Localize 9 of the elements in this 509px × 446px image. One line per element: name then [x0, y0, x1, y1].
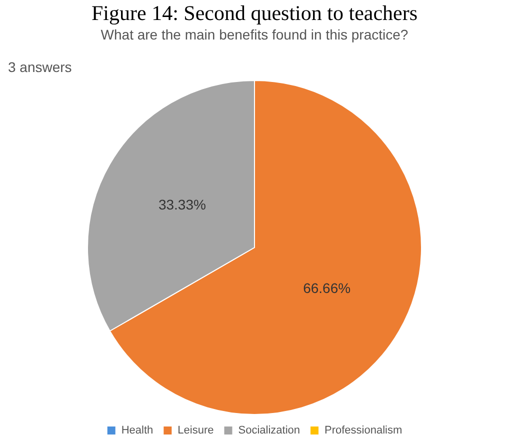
- data-label: 33.33%: [158, 196, 206, 213]
- data-label: 66.66%: [303, 280, 351, 296]
- legend-label: Health: [121, 424, 154, 437]
- legend-label: Professionalism: [324, 424, 402, 437]
- legend-label: Leisure: [178, 424, 214, 437]
- chart-subtitle: What are the main benefits found in this practice?: [100, 26, 408, 42]
- chart-title: Figure 14: Second question to teachers: [91, 1, 418, 26]
- text: 3 answers: [8, 58, 72, 75]
- legend-label: Socialization: [238, 424, 300, 437]
